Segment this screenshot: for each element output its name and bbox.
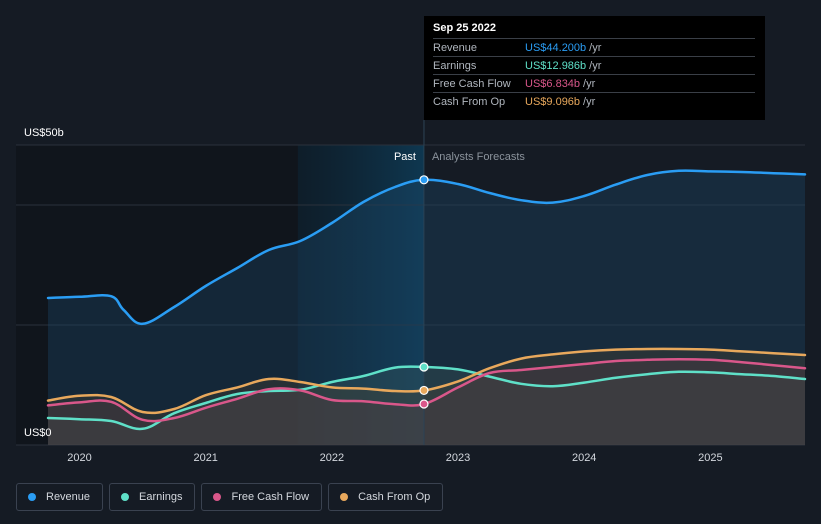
free-cash-flow-area [48,359,805,445]
legend-label: Free Cash Flow [231,491,310,503]
y-axis-label-top: US$50b [24,127,64,139]
tooltip-markers [419,175,429,409]
cash-from-op-marker [419,385,429,396]
revenue-area [48,170,805,445]
series-areas [48,170,805,445]
tooltip-label: Free Cash Flow [433,77,511,90]
x-tick-label: 2023 [446,452,470,464]
x-tick-label: 2022 [320,452,344,464]
forecast-label: Analysts Forecasts [432,151,525,163]
tooltip-value: US$6.834b [525,77,581,90]
tooltip-label: Earnings [433,59,477,72]
past-label: Past [394,151,416,163]
revenue-marker [419,175,429,185]
y-axis-label-bottom: US$0 [24,427,52,439]
tooltip-row-earnings: Earnings US$12.986b /yr [433,56,755,74]
legend-dot-icon [28,493,36,501]
x-tick-label: 2021 [193,452,217,464]
legend-label: Cash From Op [358,491,431,503]
earnings-marker [419,362,429,372]
tooltip-unit: /yr [583,95,596,108]
tooltip-value: US$12.986b [525,59,587,72]
tooltip-date: Sep 25 2022 [433,22,496,34]
legend: Revenue Earnings Free Cash Flow Cash Fro… [16,483,444,511]
tooltip: Sep 25 2022 Revenue US$44.200b /yr Earni… [424,16,765,120]
legend-item-revenue[interactable]: Revenue [16,483,104,511]
tooltip-unit: /yr [589,41,602,54]
legend-item-cash-from-op[interactable]: Cash From Op [328,483,444,511]
legend-item-earnings[interactable]: Earnings [109,483,196,511]
legend-label: Earnings [139,491,183,503]
tooltip-label: Cash From Op [433,95,506,108]
legend-dot-icon [340,493,349,501]
tooltip-row-free-cash-flow: Free Cash Flow US$6.834b /yr [433,74,755,92]
tooltip-unit: /yr [589,59,602,72]
tooltip-value: US$44.200b [525,41,587,54]
free-cash-flow-marker [419,399,429,409]
tooltip-label: Revenue [433,41,478,54]
tooltip-row-cash-from-op: Cash From Op US$9.096b /yr [433,92,755,110]
x-tick-label: 2025 [698,452,722,464]
legend-label: Revenue [46,491,91,503]
legend-dot-icon [121,493,130,501]
revenue-line [46,169,807,326]
tooltip-row-revenue: Revenue US$44.200b /yr [433,38,755,56]
x-tick-label: 2024 [572,452,596,464]
x-tick-label: 2020 [67,452,91,464]
tooltip-unit: /yr [583,77,596,90]
x-axis-ticks: 2020 2021 2022 2023 2024 2025 [67,452,722,464]
gridlines [16,144,805,446]
cash-from-op-area [48,348,805,445]
tooltip-value: US$9.096b [525,95,581,108]
legend-dot-icon [213,493,222,501]
legend-item-free-cash-flow[interactable]: Free Cash Flow [201,483,323,511]
